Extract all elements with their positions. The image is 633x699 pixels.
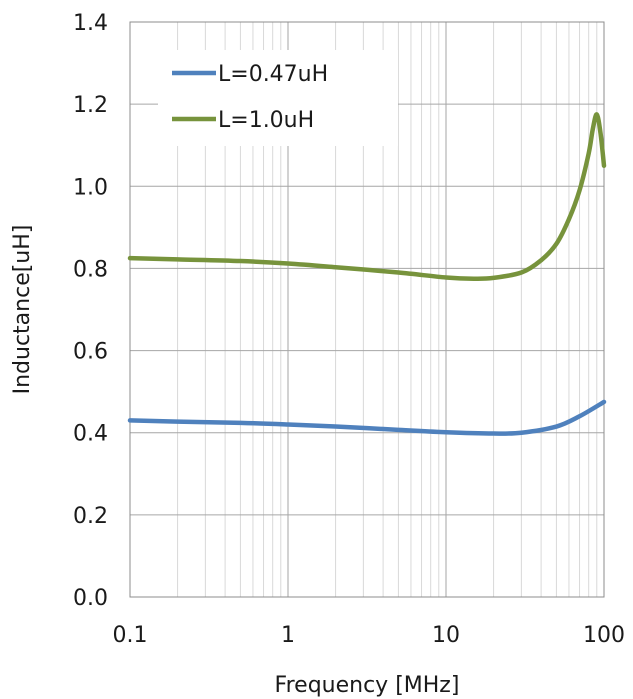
y-tick-label: 1.2 (73, 93, 108, 118)
y-axis-title: Inductance[uH] (10, 225, 35, 395)
legend-background (158, 50, 398, 146)
legend: L=0.47uH L=1.0uH (158, 50, 398, 146)
y-tick-label: 1.4 (73, 11, 108, 36)
x-tick-label: 1 (281, 623, 295, 648)
x-axis-title: Frequency [MHz] (275, 673, 460, 698)
y-tick-label: 0.6 (73, 340, 108, 365)
x-tick-label: 10 (432, 623, 460, 648)
x-axis-ticks: 0.1 1 10 100 (113, 623, 626, 648)
y-axis-ticks: 0.0 0.2 0.4 0.6 0.8 1.0 1.2 1.4 (73, 11, 108, 611)
y-tick-label: 0.2 (73, 504, 108, 529)
series-line-2 (127, 112, 607, 281)
y-tick-label: 0.8 (73, 257, 108, 282)
y-tick-label: 0.4 (73, 422, 108, 447)
legend-label: L=0.47uH (218, 62, 328, 87)
plot-area-frame (129, 21, 605, 598)
x-tick-label: 0.1 (113, 623, 148, 648)
legend-label: L=1.0uH (218, 108, 314, 133)
series-line-1 (127, 399, 607, 436)
x-tick-label: 100 (583, 623, 625, 648)
y-tick-label: 0.0 (73, 586, 108, 611)
y-tick-label: 1.0 (73, 175, 108, 200)
series-lines (127, 112, 607, 436)
